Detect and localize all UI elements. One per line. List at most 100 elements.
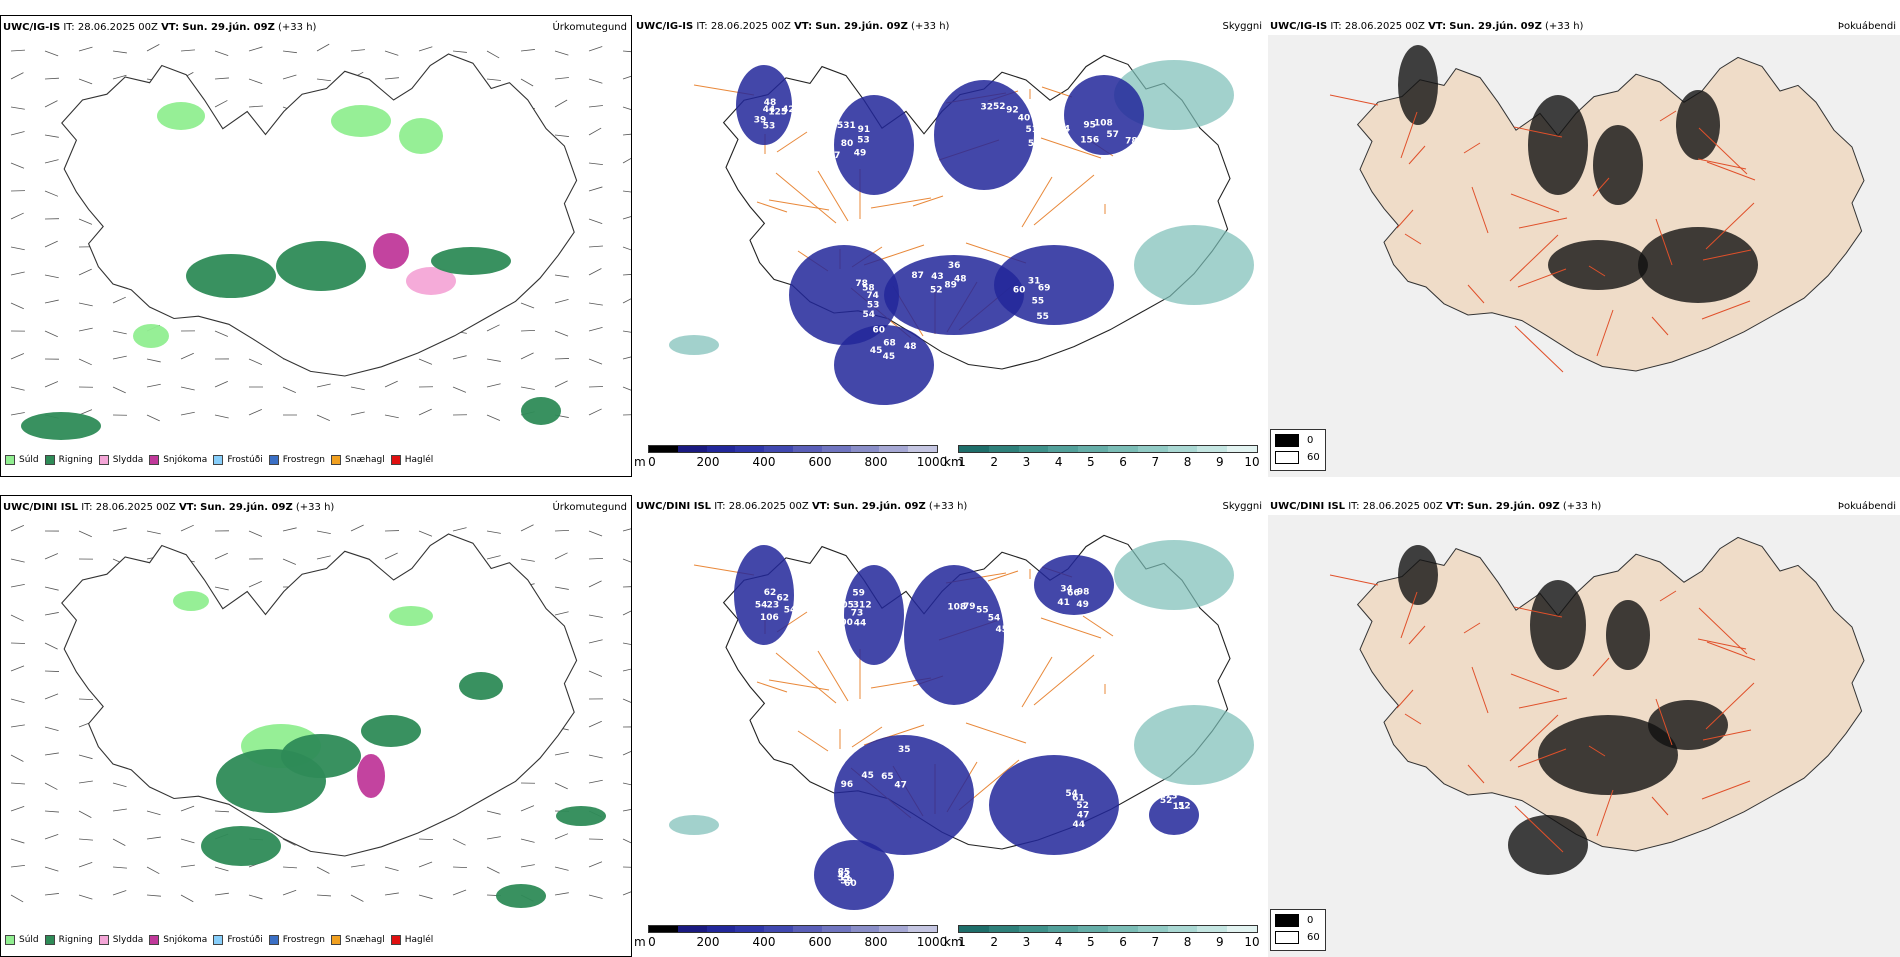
fog-legend: 0 60 <box>1270 429 1326 471</box>
precip-legend-item: Slydda <box>99 935 143 945</box>
cloud-base-label: 100 <box>834 618 853 628</box>
cloud-base-label: 44 <box>763 105 776 115</box>
colorbar-tick: 3 <box>1023 455 1031 469</box>
cloud-base-label: 54 <box>755 601 768 611</box>
legend-label: Súld <box>19 935 39 945</box>
cloud-base-label: 60 <box>1013 285 1026 295</box>
cloud-base-panel-ig: UWC/IG-IS IT: 28.06.2025 00Z VT: Sun. 29… <box>634 15 1266 477</box>
legend-label: Súld <box>19 455 39 465</box>
colorbar-step <box>908 446 937 452</box>
colorbar-tick: 1000 <box>917 455 948 469</box>
cloud-base-label: 96 <box>841 780 854 790</box>
panel-header: UWC/IG-IS IT: 28.06.2025 00Z VT: Sun. 29… <box>636 21 949 32</box>
precip-legend-item: Rigning <box>45 455 93 465</box>
colorbar-unit: m <box>634 455 646 469</box>
variable-title: Þokuábendi <box>1838 21 1896 32</box>
precip-map <box>1 516 631 926</box>
colorbar-step <box>1078 926 1108 932</box>
cloud-base-label: 52 <box>993 102 1006 112</box>
legend-swatch <box>5 935 15 945</box>
legend-swatch <box>213 935 223 945</box>
legend-label: Snæhagl <box>345 935 385 945</box>
fog-indicator-map <box>1268 515 1900 957</box>
colorbar-tick: 10 <box>1244 935 1259 949</box>
cloud-base-label: 45 <box>883 352 896 362</box>
fog-indicator-panel-dini: UWC/DINI ISL IT: 28.06.2025 00Z VT: Sun.… <box>1268 495 1900 957</box>
legend-label: 60 <box>1307 452 1320 463</box>
fog-indicator-panel-ig: UWC/IG-IS IT: 28.06.2025 00Z VT: Sun. 29… <box>1268 15 1900 477</box>
colorbar-step <box>959 926 989 932</box>
colorbar-step <box>908 926 937 932</box>
colorbar-tick: 9 <box>1216 455 1224 469</box>
colorbar-step <box>735 446 764 452</box>
legend-swatch <box>331 455 341 465</box>
colorbar-tick: 200 <box>697 455 720 469</box>
cloud-base-label: 55 <box>1036 312 1049 322</box>
legend-label: Slydda <box>113 935 143 945</box>
cloud-base-label: 34 <box>1060 585 1073 595</box>
cloud-base-label: 59 <box>852 588 865 598</box>
colorbar-step <box>1019 926 1049 932</box>
coastline <box>62 534 577 856</box>
cloud-base-label: 36 <box>948 261 961 271</box>
fog-legend-item: 0 <box>1275 434 1321 447</box>
legend-label: 60 <box>1307 932 1320 943</box>
colorbar-tick: 400 <box>753 455 776 469</box>
colorbar-step <box>678 446 707 452</box>
colorbar-tick: 400 <box>753 935 776 949</box>
cloud-base-label: 55 <box>1032 296 1045 306</box>
colorbar-step <box>764 926 793 932</box>
colorbar-step <box>707 446 736 452</box>
colorbar-step <box>1138 926 1168 932</box>
legend-label: 0 <box>1307 435 1313 446</box>
colorbar-tick: 1 <box>958 455 966 469</box>
cloud-base-label: 95 <box>1083 120 1096 130</box>
variable-title: Skyggni <box>1222 21 1262 32</box>
cloud-base-label: 54 <box>988 613 1001 623</box>
colorbar-step <box>1108 446 1138 452</box>
cloud-base-label: 65 <box>881 772 894 782</box>
cloud-base-label: 87 <box>911 271 924 281</box>
cloud-base-label: 52 <box>1178 802 1191 812</box>
cloud-base-label: 62 <box>764 588 777 598</box>
legend-swatch <box>99 935 109 945</box>
colorbar-tick: 4 <box>1055 455 1063 469</box>
colorbar-tick: 6 <box>1119 935 1127 949</box>
cloud-base-label: 53 <box>867 300 880 310</box>
legend-swatch <box>149 935 159 945</box>
cloud-base-label: 85 <box>838 867 851 877</box>
legend-swatch <box>1275 434 1299 447</box>
cloud-base-label: 312 <box>853 601 872 611</box>
colorbar-step <box>649 926 678 932</box>
cloud-base-map: 4849327852785545424752578758556012580921… <box>634 35 1264 445</box>
variable-title: Úrkomutegund <box>552 22 627 33</box>
colorbar-strip <box>958 445 1258 453</box>
colorbar-step <box>1048 926 1078 932</box>
cloud-base-label: 40 <box>1018 113 1031 123</box>
colorbar-tick: 9 <box>1216 935 1224 949</box>
precip-legend-item: Haglél <box>391 935 434 945</box>
legend-label: Snæhagl <box>345 455 385 465</box>
fog-legend-item: 60 <box>1275 451 1321 464</box>
cloud-base-label: 43 <box>931 272 944 282</box>
colorbar-step <box>879 446 908 452</box>
colorbar-tick: 4 <box>1055 935 1063 949</box>
colorbar-step <box>959 446 989 452</box>
cloud-base-label: 60 <box>873 326 886 336</box>
cloud-base-label: 108 <box>1094 118 1113 128</box>
colorbar-step <box>822 446 851 452</box>
cloud-base-label: 106 <box>760 613 779 623</box>
cloud-base-label: 47 <box>828 151 841 161</box>
fog-legend-item: 60 <box>1275 931 1321 944</box>
cloud-base-label: 44 <box>1058 124 1071 134</box>
colorbar-tick: 600 <box>809 935 832 949</box>
cloud-base-label: 531 <box>837 121 856 131</box>
cloud-base-label: 44 <box>854 618 867 628</box>
colorbar-step <box>678 926 707 932</box>
legend-swatch <box>5 455 15 465</box>
cloud-base-label: 79 <box>963 602 976 612</box>
legend-swatch <box>1275 931 1299 944</box>
legend-swatch <box>45 455 55 465</box>
